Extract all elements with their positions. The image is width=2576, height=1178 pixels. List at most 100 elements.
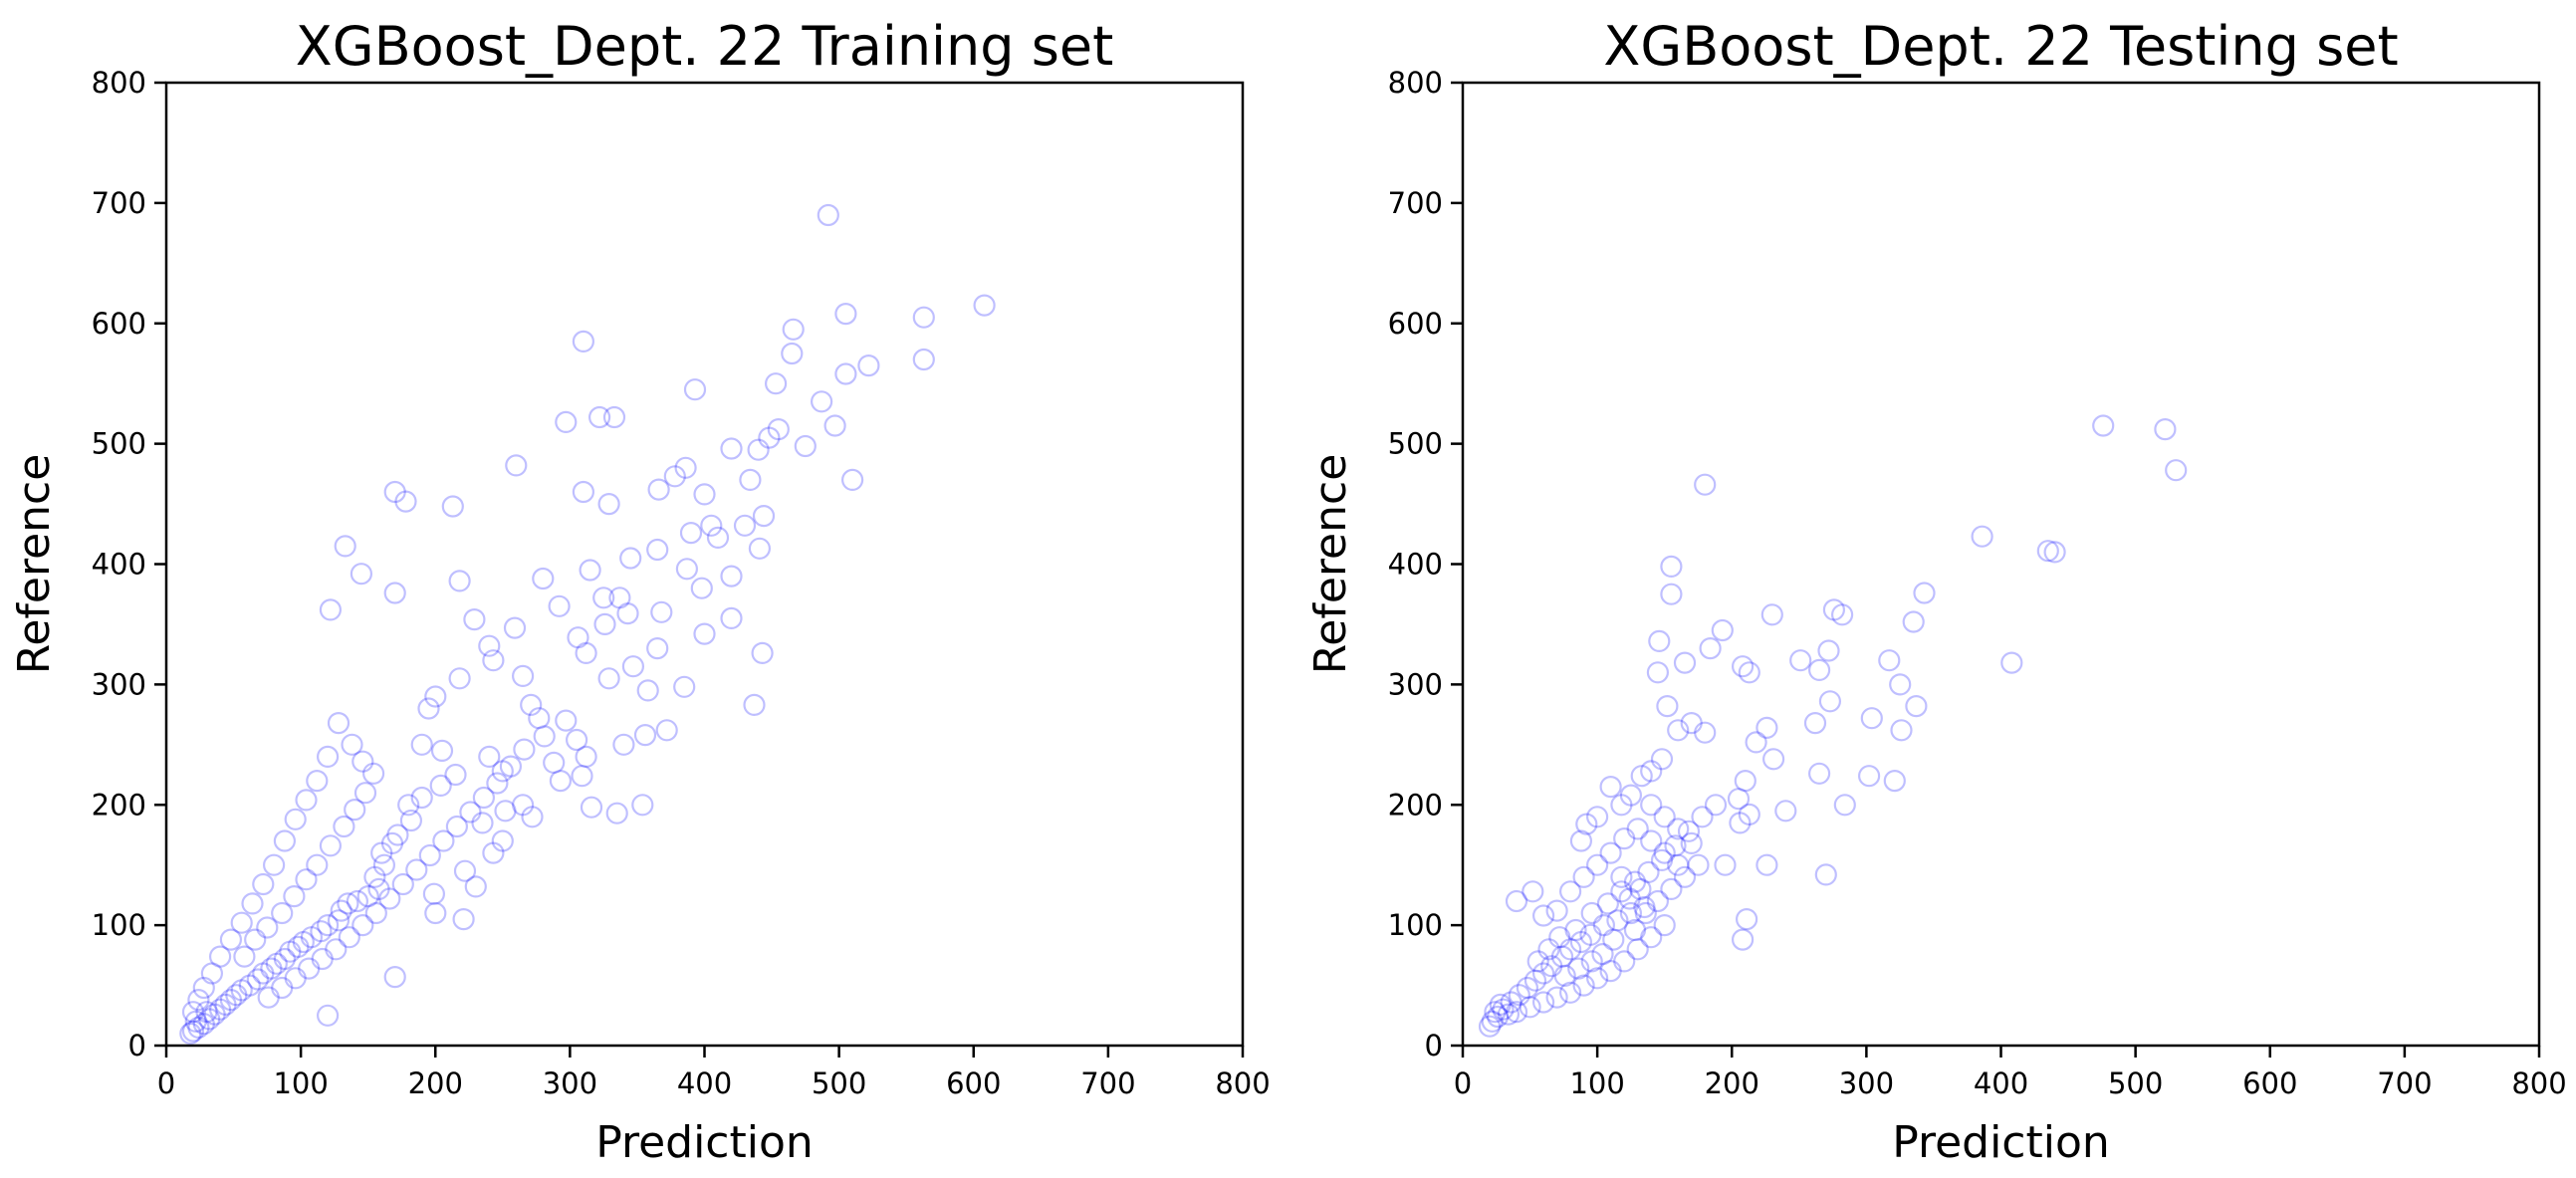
data-point [748, 537, 772, 560]
data-point [1667, 853, 1690, 876]
data-point [834, 303, 857, 326]
data-point [1653, 841, 1676, 864]
data-point [195, 1001, 218, 1024]
data-point [663, 465, 686, 488]
data-point [459, 801, 482, 824]
data-point [2000, 651, 2023, 674]
data-point [683, 378, 707, 401]
data-point [679, 521, 703, 545]
y-tick-label: 300 [1388, 667, 1443, 701]
data-point [341, 733, 363, 756]
data-point [1545, 986, 1568, 1009]
data-point [823, 414, 846, 437]
data-point [567, 626, 589, 649]
data-point [399, 809, 422, 832]
data-point [1553, 964, 1576, 988]
data-point [1619, 784, 1643, 807]
data-point [317, 913, 340, 937]
data-point [410, 786, 433, 810]
data-point [317, 1004, 340, 1027]
data-point [1660, 583, 1683, 605]
data-point [350, 563, 372, 586]
data-point [1680, 711, 1703, 735]
data-point [219, 988, 242, 1012]
data-point [1567, 957, 1590, 980]
data-point [1569, 829, 1593, 852]
x-tick-label: 0 [157, 1066, 175, 1100]
data-point [330, 899, 352, 922]
data-point [260, 957, 283, 980]
data-point [1699, 636, 1722, 660]
data-point [356, 884, 379, 908]
y-tick-label: 300 [92, 667, 146, 701]
data-point [605, 802, 628, 825]
data-point [1505, 1001, 1528, 1024]
data-point [1599, 841, 1622, 864]
data-point [1606, 909, 1629, 932]
data-point [1818, 690, 1842, 713]
data-point [444, 763, 467, 787]
data-point [353, 782, 377, 805]
data-point [1516, 976, 1539, 1000]
y-axis-label: Reference [9, 454, 60, 675]
data-point [198, 1008, 221, 1031]
data-point [782, 318, 805, 341]
data-point [631, 794, 654, 817]
data-point [1694, 473, 1717, 496]
data-point [391, 872, 414, 896]
data-point [548, 594, 571, 617]
data-point [383, 480, 406, 504]
data-point [478, 634, 501, 657]
data-point [1623, 918, 1647, 942]
data-point [344, 798, 366, 822]
data-point [192, 976, 215, 1000]
data-point [608, 587, 631, 609]
data-point [418, 843, 441, 867]
data-point [751, 641, 774, 665]
data-point [1618, 887, 1641, 910]
data-point [317, 745, 340, 769]
data-point [1580, 950, 1603, 973]
data-point [1629, 877, 1652, 901]
y-tick-label: 700 [92, 186, 146, 220]
data-point [1738, 803, 1760, 826]
y-tick-label: 800 [1388, 66, 1443, 100]
x-tick-label: 200 [1705, 1066, 1759, 1100]
data-point [287, 935, 310, 959]
data-point [1572, 865, 1595, 888]
data-point [834, 362, 857, 385]
data-point [693, 483, 716, 506]
data-point [1640, 760, 1663, 783]
data-point [1564, 918, 1587, 942]
x-tick-label: 300 [1839, 1066, 1894, 1100]
data-point [265, 952, 288, 975]
data-point [410, 733, 433, 756]
data-point [1505, 889, 1528, 913]
y-tick-label: 500 [92, 427, 146, 461]
data-point [720, 606, 743, 630]
data-point [1971, 525, 1993, 548]
data-point [244, 928, 267, 951]
data-point [238, 974, 261, 997]
data-point [187, 1016, 210, 1040]
data-point [1656, 694, 1679, 718]
data-point [1735, 907, 1758, 931]
data-point [1714, 853, 1737, 876]
data-point [636, 679, 659, 702]
data-point [1731, 928, 1755, 951]
data-point [1481, 1010, 1504, 1033]
data-point [1585, 853, 1609, 876]
data-point [1691, 806, 1714, 828]
data-point [338, 926, 360, 949]
data-point [1646, 889, 1670, 913]
data-point [1602, 928, 1625, 951]
data-point [912, 306, 935, 329]
data-point [184, 1010, 207, 1033]
data-point [325, 938, 348, 961]
data-point [1575, 813, 1598, 835]
data-point [319, 598, 342, 621]
data-point [1807, 658, 1831, 682]
data-point [380, 831, 404, 855]
data-point [1500, 991, 1522, 1014]
data-point [511, 664, 535, 688]
